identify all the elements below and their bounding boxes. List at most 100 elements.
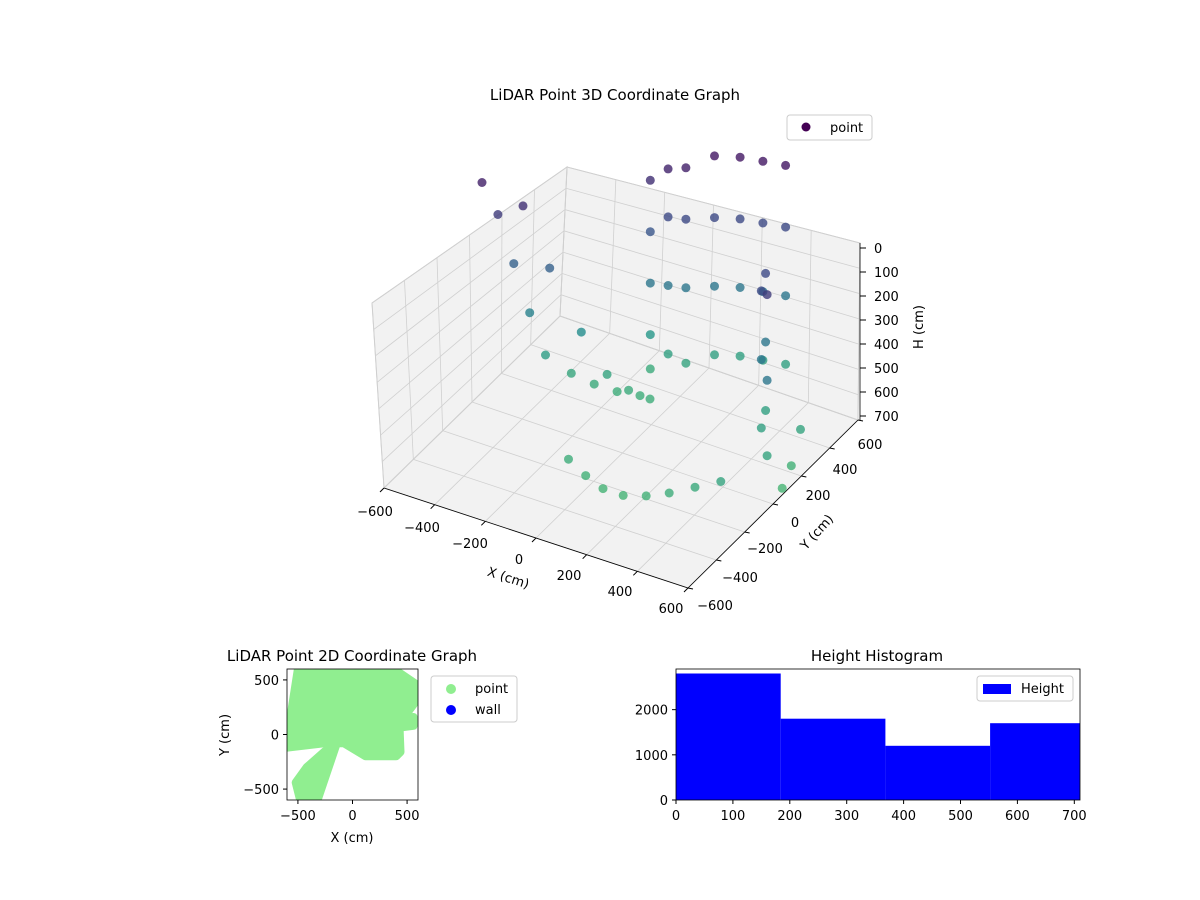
scatter-point-3d — [735, 351, 745, 361]
x-tick — [632, 570, 638, 576]
z-tick-label: 400 — [874, 338, 899, 353]
grid-line-z — [380, 272, 859, 436]
plot-frame-histogram — [675, 668, 1081, 801]
scatter-point-3d — [602, 369, 612, 379]
y-tick-label-histogram: 1000 — [635, 749, 668, 764]
scatter-point-3d — [664, 488, 674, 498]
scatter-point-3d — [645, 364, 655, 374]
scatter-point-3d — [641, 491, 651, 501]
point-region-body — [287, 669, 418, 761]
y-tick-label: 200 — [806, 489, 831, 504]
scatter-point-3d — [635, 391, 645, 401]
y-tick — [716, 559, 722, 562]
scatter-point-3d — [663, 164, 673, 174]
grid-line-y-wall — [436, 257, 444, 431]
grid-line-z — [373, 187, 860, 330]
scatter-point-3d — [612, 387, 622, 397]
scatter-point-3d — [777, 483, 787, 493]
x-tick-label-histogram: 400 — [891, 809, 916, 824]
histogram-title: Height Histogram — [811, 647, 943, 665]
legend-histogram-label: Height — [1021, 682, 1064, 697]
grid-line-y-wall — [469, 234, 473, 403]
scatter-point-3d — [624, 385, 634, 395]
y-tick — [772, 503, 779, 506]
x-tick-label-histogram: 100 — [720, 809, 745, 824]
z-tick-label: 200 — [874, 290, 899, 305]
y-tick — [857, 419, 864, 422]
scatter-point-3d — [786, 461, 796, 471]
x-tick-label-histogram: 600 — [1005, 809, 1030, 824]
scatter-point-3d — [645, 394, 655, 404]
chart-histogram: Height Histogram 0 100 200 300 400 500 600 700 0… — [635, 647, 1087, 824]
scatter-point-3d — [493, 210, 503, 219]
y-tick-label: −600 — [697, 599, 733, 614]
y-axis-label: Y (cm) — [797, 512, 837, 554]
chart-2d: LiDAR Point 2D Coordinate Graph −500 0 500… — [218, 647, 518, 846]
z-tick-label: 700 — [874, 410, 899, 425]
scatter-point-3d — [589, 379, 599, 389]
legend-histogram-swatch — [983, 684, 1011, 694]
scatter-point-3d — [735, 214, 745, 224]
scatter-point-3d — [663, 349, 673, 359]
scatter-point-3d — [645, 330, 655, 340]
y-tick-label-2d: 500 — [254, 674, 279, 689]
grid-line-y-wall — [500, 212, 503, 374]
grid-line-z — [383, 315, 859, 489]
chart-3d-title: LiDAR Point 3D Coordinate Graph — [490, 86, 740, 104]
z-tick-label: 100 — [874, 266, 899, 281]
scatter-point-3d — [663, 212, 673, 222]
chart-3d: LiDAR Point 3D Coordinate Graph −600 −400… — [357, 86, 927, 617]
legend-3d-label: point — [830, 121, 863, 136]
legend-2d-marker-point — [446, 684, 456, 694]
x-tick-label-histogram: 500 — [948, 809, 973, 824]
y-tick-label-2d: 0 — [271, 729, 279, 744]
y-tick-label-histogram: 0 — [660, 794, 668, 809]
x-tick-label: −600 — [357, 505, 393, 520]
legend-3d-marker — [801, 122, 811, 132]
scatter-point-3d — [710, 350, 719, 360]
x-tick-label: 400 — [608, 585, 633, 600]
scatter-point-3d — [781, 359, 791, 369]
y-tick-label: −400 — [722, 571, 758, 586]
y-tick-label: 400 — [833, 463, 858, 478]
grid-line-y-wall — [530, 189, 535, 345]
scatter-point-3d — [796, 424, 805, 434]
scatter-point-3d — [761, 406, 771, 415]
x-tick — [582, 554, 588, 560]
y-tick — [687, 587, 694, 590]
x-tick-label-2d: −500 — [280, 809, 316, 824]
legend-2d-label-point: point — [475, 682, 508, 697]
y-tick-label: 600 — [858, 438, 883, 453]
y-tick-label: −200 — [747, 542, 783, 557]
y-tick — [744, 531, 750, 534]
histogram-bar — [885, 745, 991, 800]
grid-line-z — [378, 251, 859, 410]
scatter-point-3d — [710, 151, 719, 161]
x-tick-label: −200 — [452, 537, 488, 552]
scatter-point-3d — [716, 477, 726, 486]
grid-line-y-wall — [559, 166, 568, 317]
scatter-point-3d — [581, 471, 591, 481]
x-tick-label: −400 — [404, 521, 440, 536]
x-tick-label-2d: 0 — [348, 809, 356, 824]
y-tick — [801, 475, 807, 478]
z-axis-label: H (cm) — [912, 305, 927, 349]
scatter-point-3d — [681, 358, 691, 368]
point-region-arm-lower-left — [291, 741, 341, 800]
x-tick — [379, 487, 385, 493]
scatter-point-3d — [681, 214, 691, 224]
scatter-point-3d — [756, 423, 766, 433]
chart-2d-title: LiDAR Point 2D Coordinate Graph — [227, 647, 477, 665]
scatter-point-3d — [681, 163, 691, 173]
histogram-bar — [780, 718, 886, 800]
x-axis-label: X (cm) — [485, 565, 531, 593]
x-tick-label: 200 — [557, 569, 582, 584]
scatter-point-3d — [564, 454, 573, 464]
scatter-point-3d — [645, 227, 655, 237]
scatter-point-3d — [681, 283, 691, 293]
legend-histogram-box — [976, 675, 1074, 702]
scatter-point-3d — [663, 281, 673, 290]
scatter-point-3d — [761, 337, 771, 347]
grid-line-z — [375, 209, 860, 357]
scatter-point-3d — [576, 327, 586, 337]
